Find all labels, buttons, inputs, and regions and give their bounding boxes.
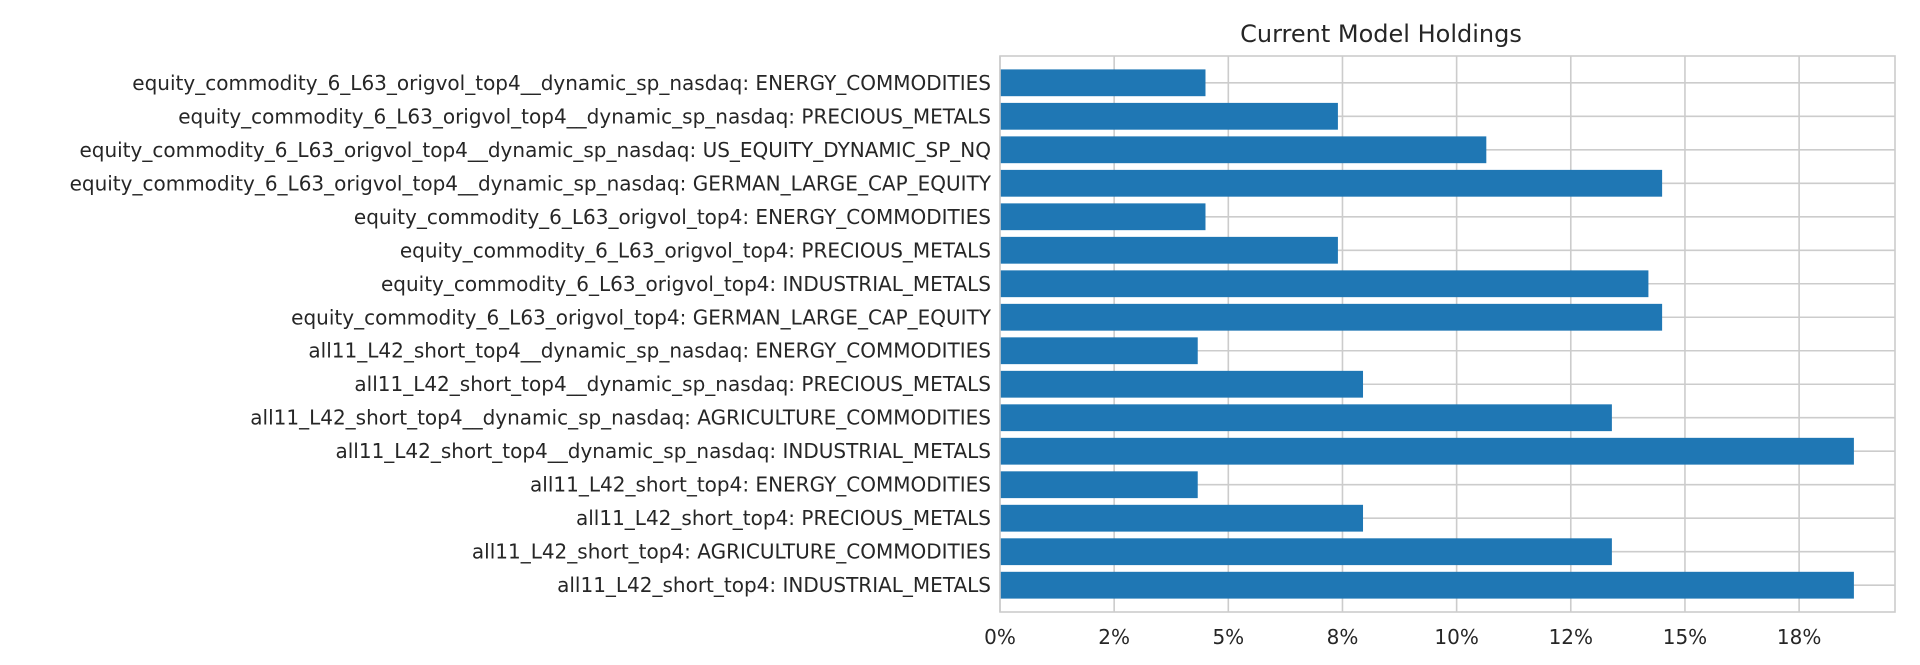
category-label: equity_commodity_6_L63_origvol_top4__dyn… — [178, 104, 991, 128]
bar — [1000, 337, 1198, 365]
bar — [1000, 370, 1364, 398]
category-label: all11_L42_short_top4__dynamic_sp_nasdaq:… — [335, 439, 991, 463]
category-label: all11_L42_short_top4: PRECIOUS_METALS — [576, 506, 991, 530]
bar — [1000, 538, 1612, 566]
x-tick-label: 15% — [1663, 625, 1707, 649]
x-tick-label: 8% — [1327, 625, 1359, 649]
bar — [1000, 571, 1854, 599]
x-tick-label: 10% — [1434, 625, 1478, 649]
category-label: all11_L42_short_top4__dynamic_sp_nasdaq:… — [250, 406, 991, 430]
category-labels: equity_commodity_6_L63_origvol_top4__dyn… — [70, 71, 992, 597]
bar — [1000, 504, 1364, 532]
bar — [1000, 203, 1206, 231]
x-tick-label: 18% — [1777, 625, 1821, 649]
category-label: all11_L42_short_top4: INDUSTRIAL_METALS — [557, 573, 991, 597]
bar — [1000, 136, 1487, 164]
category-label: equity_commodity_6_L63_origvol_top4: PRE… — [400, 238, 991, 262]
plot-border — [999, 55, 1896, 613]
x-tick-label: 5% — [1212, 625, 1244, 649]
x-tick-label: 0% — [984, 625, 1016, 649]
x-tick-label: 2% — [1098, 625, 1130, 649]
bar — [1000, 303, 1663, 331]
category-label: equity_commodity_6_L63_origvol_top4__dyn… — [70, 171, 992, 195]
category-label: all11_L42_short_top4__dynamic_sp_nasdaq:… — [308, 339, 991, 363]
category-label: all11_L42_short_top4: AGRICULTURE_COMMOD… — [472, 540, 991, 564]
bar — [1000, 102, 1338, 130]
bar — [1000, 236, 1338, 264]
bar — [1000, 437, 1854, 465]
chart-title: Current Model Holdings — [1240, 20, 1522, 48]
bar — [1000, 69, 1206, 97]
category-label: equity_commodity_6_L63_origvol_top4__dyn… — [132, 71, 991, 95]
plot-frame — [999, 55, 1896, 613]
category-label: equity_commodity_6_L63_origvol_top4: GER… — [291, 305, 992, 329]
x-tick-label: 12% — [1549, 625, 1593, 649]
bar — [1000, 169, 1663, 197]
category-label: equity_commodity_6_L63_origvol_top4: IND… — [381, 272, 991, 296]
x-tick-labels: 0% 2% 5% 8% 10% 12% 15% 18% — [984, 625, 1821, 649]
bars — [1000, 69, 1854, 599]
bar — [1000, 270, 1649, 298]
category-label: all11_L42_short_top4__dynamic_sp_nasdaq:… — [354, 372, 991, 396]
category-label: equity_commodity_6_L63_origvol_top4__dyn… — [79, 138, 991, 162]
category-label: equity_commodity_6_L63_origvol_top4: ENE… — [354, 205, 991, 229]
bar — [1000, 404, 1612, 432]
category-label: all11_L42_short_top4: ENERGY_COMMODITIES — [530, 473, 991, 497]
bar — [1000, 471, 1198, 499]
